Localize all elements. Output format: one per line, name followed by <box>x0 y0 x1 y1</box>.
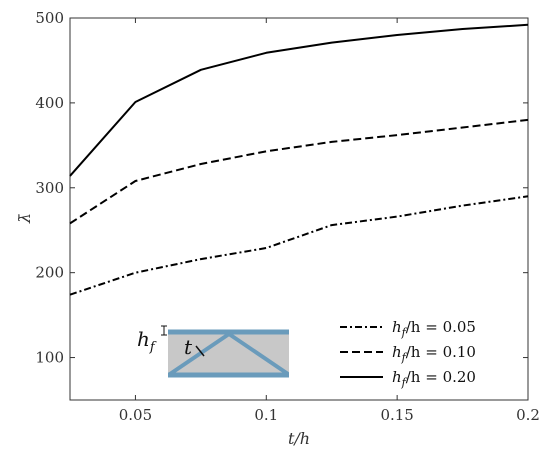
inset-core <box>168 332 289 375</box>
inset-strut-right <box>227 332 290 376</box>
inset-hf-label: hf <box>137 327 157 355</box>
y-tick-label: 500 <box>35 9 64 27</box>
series-line-1 <box>69 118 529 225</box>
legend-label-hf-0.10: hf/h = 0.10 <box>392 343 476 364</box>
plot-area <box>69 17 529 401</box>
y-tick-label: 200 <box>35 264 64 282</box>
x-tick-label: 0.05 <box>119 406 152 424</box>
inset-diagram: hf t <box>137 325 290 378</box>
x-tick-label: 0.1 <box>254 406 278 424</box>
y-tick-label: 300 <box>35 179 64 197</box>
inset-t-label: t <box>184 335 193 359</box>
series-group <box>69 23 529 296</box>
y-tick-label: 100 <box>35 349 64 367</box>
inset-thickness-marker <box>195 345 205 357</box>
y-axis-label: λ̄ <box>15 213 34 224</box>
legend-label-hf-0.20: hf/h = 0.20 <box>392 368 476 389</box>
inset-strut-left <box>168 332 231 376</box>
series-line-0 <box>69 195 529 296</box>
series-line-2 <box>69 23 529 177</box>
legend: hf/h = 0.05 hf/h = 0.10 hf/h = 0.20 <box>340 318 476 389</box>
y-tick-label: 400 <box>35 94 64 112</box>
x-axis-label: t/h <box>288 429 310 448</box>
legend-label-hf-0.05: hf/h = 0.05 <box>392 318 476 339</box>
x-tick-label: 0.15 <box>380 406 413 424</box>
ticks: 0.05 0.1 0.15 0.2 100 200 300 400 500 <box>35 9 540 424</box>
x-tick-label: 0.2 <box>516 406 540 424</box>
